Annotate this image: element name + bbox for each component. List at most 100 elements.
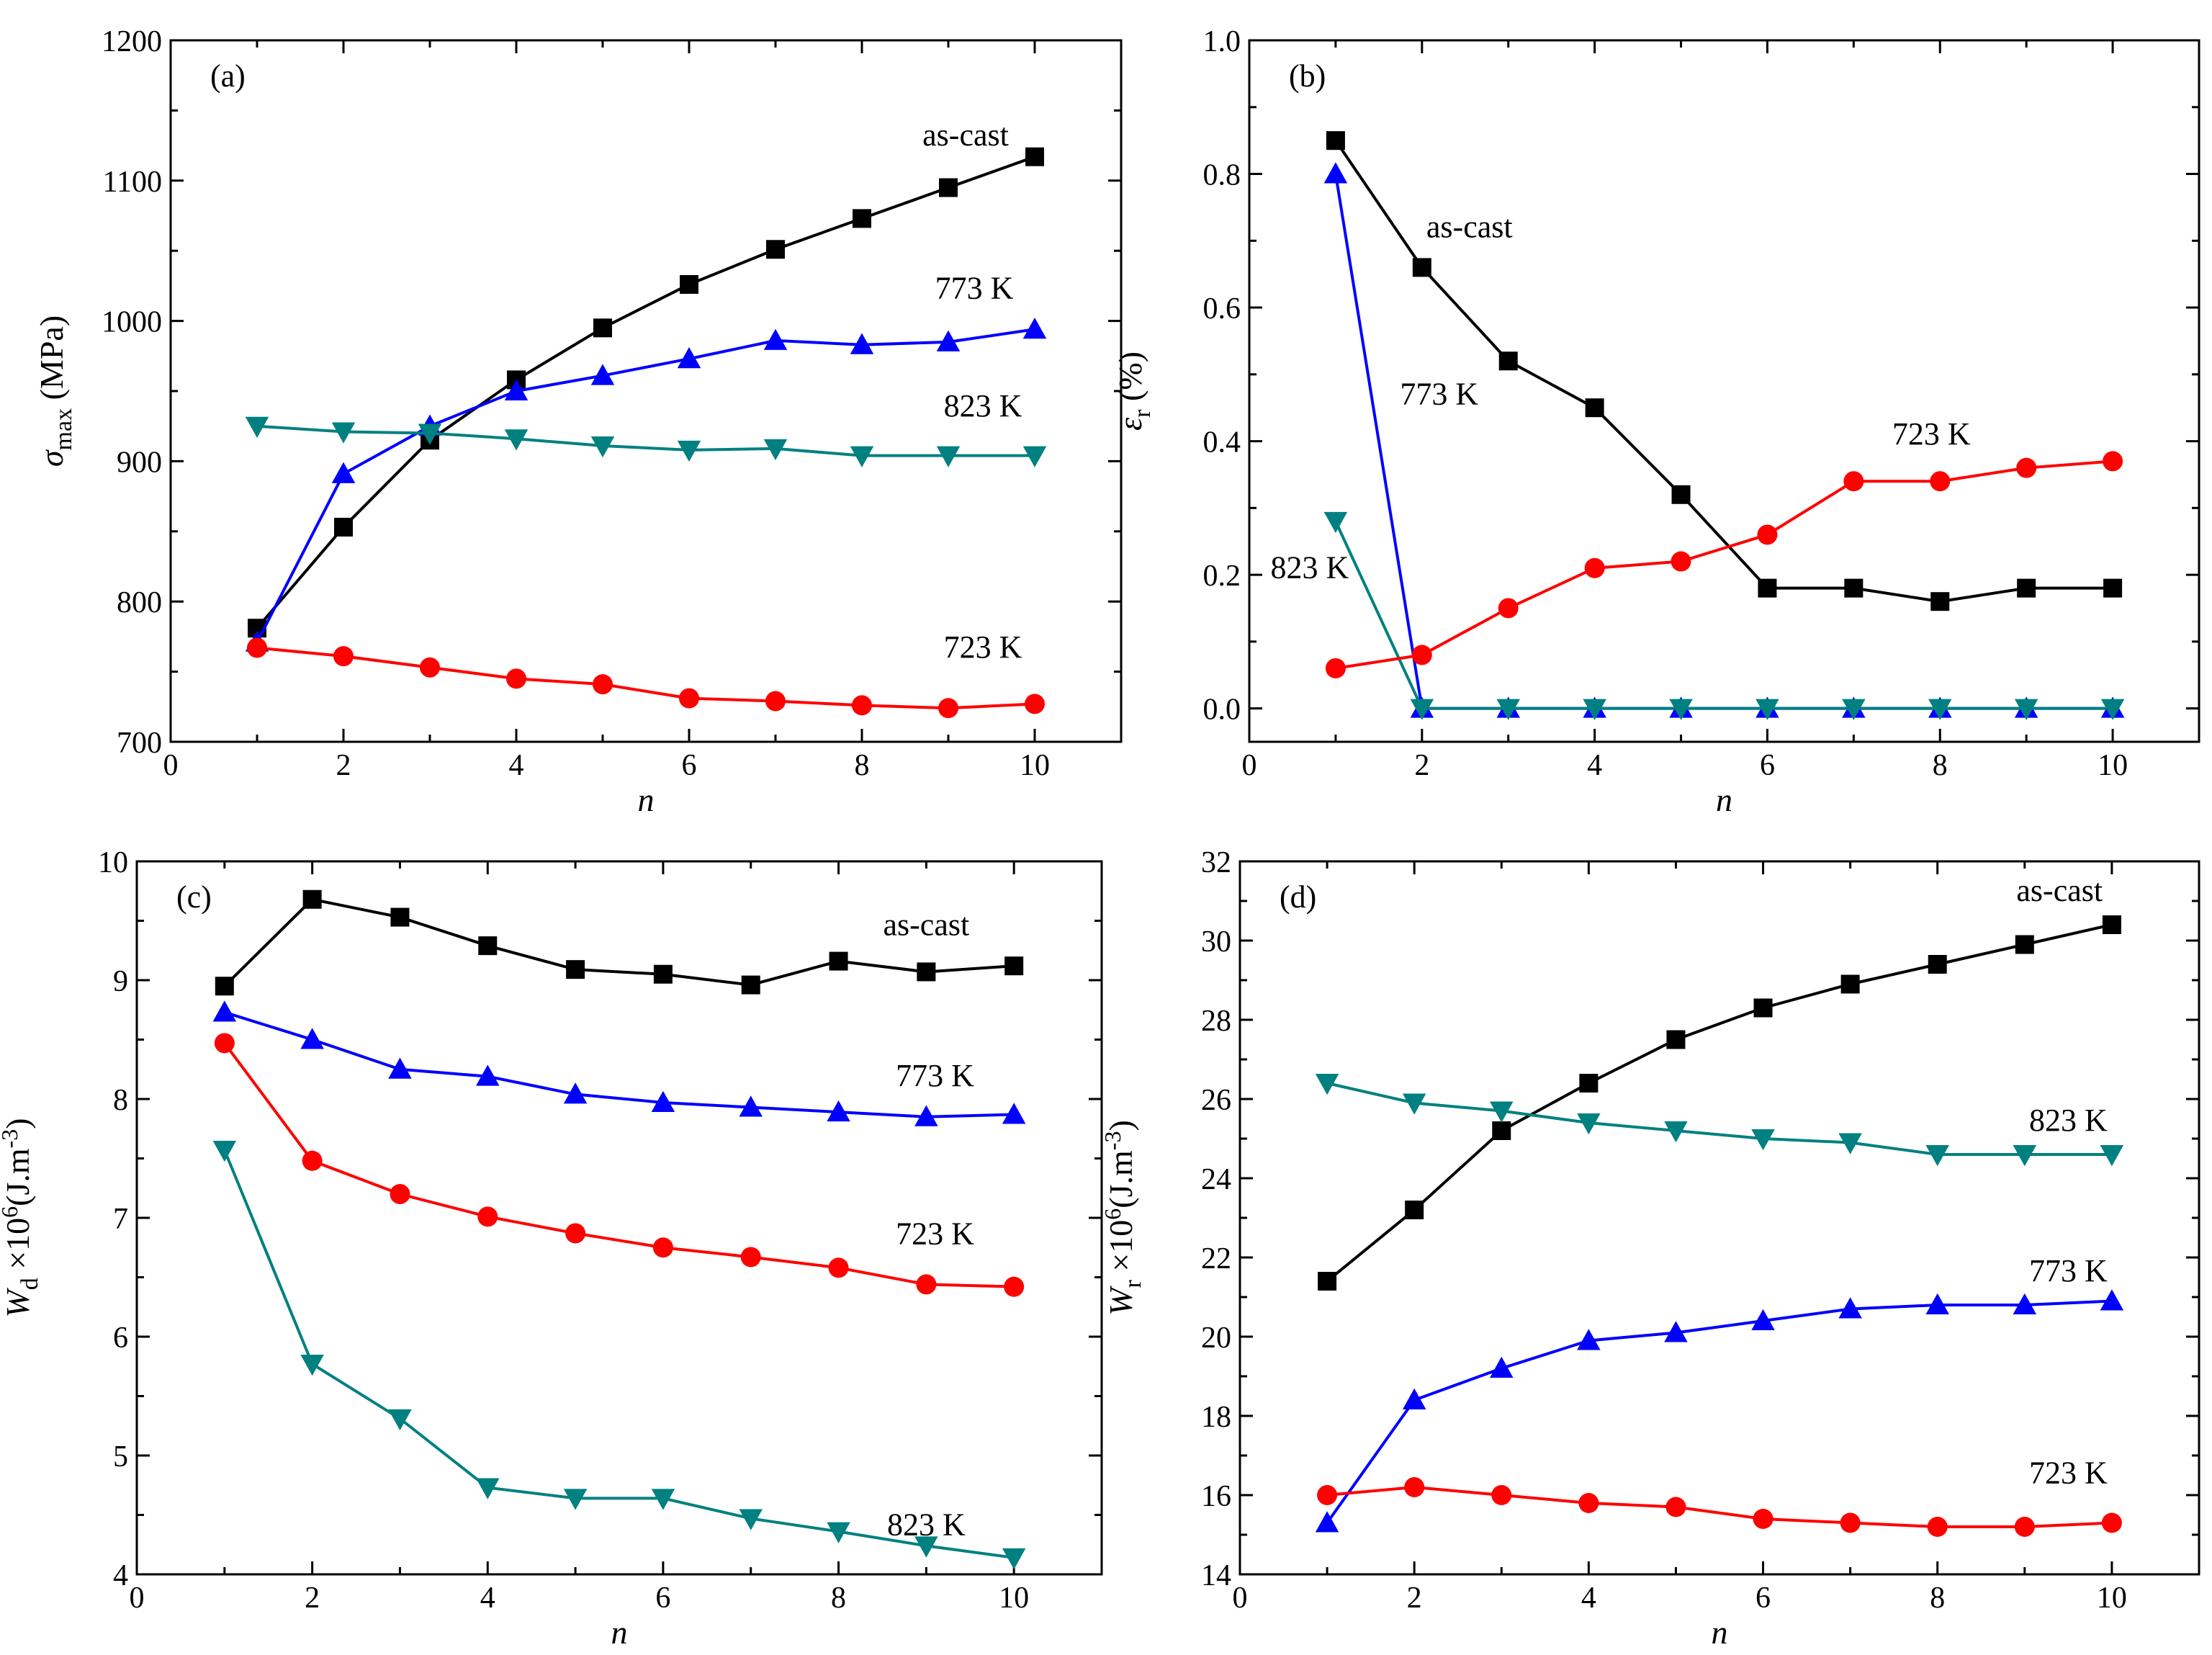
panel-c-series-723-k-point bbox=[565, 1223, 586, 1244]
panel-b-series-723-k-point bbox=[1584, 557, 1605, 578]
panel-c-x-axis-label: n bbox=[611, 1614, 628, 1651]
panel-a-series-773-k-point bbox=[504, 379, 529, 400]
panel-c-y-tick-label: 7 bbox=[113, 1203, 128, 1236]
panel-d-x-tick-label: 8 bbox=[1930, 1582, 1945, 1615]
panel-d-series-773-k-point bbox=[1577, 1329, 1601, 1350]
panel-c-series-723-k-point bbox=[477, 1206, 498, 1227]
panel-d-label: (d) bbox=[1280, 879, 1316, 915]
panel-b-x-axis-label: n bbox=[1716, 781, 1732, 818]
panel-a-series-773-k-point bbox=[1022, 318, 1047, 339]
panel-a-series-823-k: 823 K bbox=[245, 388, 1047, 467]
panel-c-series-723-k: 723 K bbox=[214, 1033, 1025, 1297]
panel-d-series-723-k-point bbox=[1840, 1512, 1861, 1533]
panel-a-series-823-k-point bbox=[677, 440, 701, 462]
panel-c-y-tick-label: 5 bbox=[113, 1440, 128, 1474]
panel-a-series-723-k-point bbox=[506, 668, 526, 689]
panel-b-y-tick-label: 0.2 bbox=[1203, 560, 1241, 593]
panel-d-x-tick-label: 10 bbox=[2097, 1582, 2127, 1615]
panel-d-x-tick-label: 4 bbox=[1581, 1582, 1596, 1615]
panel-c-series-823-k-point bbox=[300, 1354, 324, 1376]
panel-c-x-tick-label: 6 bbox=[655, 1582, 670, 1615]
panel-d-x-tick-label: 0 bbox=[1233, 1582, 1248, 1615]
panel-a-series-823-k-point bbox=[331, 422, 356, 444]
panel-d-series-723-k-point bbox=[2014, 1517, 2035, 1537]
panel-d-series-823-k-point bbox=[1577, 1113, 1601, 1135]
panel-b-series-823-k-annotation: 823 K bbox=[1271, 550, 1349, 586]
panel-c-series-as-cast-point bbox=[653, 964, 673, 984]
panel-c-series-773-k-point bbox=[827, 1100, 850, 1122]
panel-c-series-823-k: 823 K bbox=[212, 1140, 1026, 1570]
panel-a-series-as-cast-point bbox=[334, 517, 353, 537]
panel-a-series-773-k-annotation: 773 K bbox=[935, 270, 1014, 305]
panel-c-y-tick-label: 8 bbox=[113, 1084, 128, 1117]
panel-a-series-773-k-point bbox=[331, 462, 356, 483]
panel-c-series-as-cast-point bbox=[302, 889, 322, 909]
panel-a-series-773-k-line bbox=[256, 328, 1035, 643]
panel-b-label: (b) bbox=[1289, 58, 1326, 94]
panel-a-x-tick-label: 8 bbox=[855, 749, 870, 782]
panel-c-series-823-k-point bbox=[739, 1509, 763, 1530]
panel-b-series-723-k-point bbox=[1671, 551, 1691, 572]
panel-d-series-823-k-point bbox=[1664, 1121, 1688, 1143]
panel-b-series-as-cast-point bbox=[1844, 578, 1863, 598]
panel-b-series-823-k-point bbox=[2100, 699, 2125, 720]
panel-a-y-tick-label: 1200 bbox=[102, 25, 162, 58]
panel-c-series-823-k-point bbox=[563, 1489, 588, 1510]
panel-d-x-axis-label: n bbox=[1712, 1614, 1728, 1651]
panel-d-series-773-k-point bbox=[2013, 1293, 2037, 1314]
panel-c-series-723-k-point bbox=[916, 1274, 937, 1295]
panel-a-series-823-k-point bbox=[590, 436, 615, 458]
panel-c-series-as-cast-line bbox=[223, 897, 1015, 987]
panel-b-series-723-k-point bbox=[2016, 457, 2037, 478]
panel-b-series-as-cast-point bbox=[1498, 351, 1518, 371]
panel-b-series-773-k: 773 K bbox=[1323, 162, 2125, 718]
panel-a-series-773-k-point bbox=[936, 330, 961, 351]
panel-d-y-axis-label: Wr ×106(J.m-3) bbox=[1100, 1120, 1146, 1316]
panel-a-series-823-k-point bbox=[418, 423, 442, 445]
panel-b-series-723-k-line bbox=[1335, 459, 2113, 670]
panel-c-series-as-cast-point bbox=[215, 977, 234, 996]
panel-d-x-tick-label: 6 bbox=[1755, 1582, 1771, 1615]
panel-c-series-773-k-point bbox=[212, 1000, 237, 1022]
panel-d-series-as-cast-point bbox=[1579, 1074, 1599, 1093]
panel-c-series-as-cast-point bbox=[829, 951, 848, 971]
panel-d-series-as-cast-point bbox=[1666, 1030, 1686, 1049]
panel-d-series-723-k-annotation: 723 K bbox=[2029, 1456, 2108, 1491]
panel-d-series-as-cast: as-cast bbox=[1318, 873, 2121, 1291]
panel-d-series-723-k-line bbox=[1326, 1485, 2112, 1528]
panel-a-series-as-cast-point bbox=[766, 240, 785, 259]
panel-d-series-823-k-point bbox=[2013, 1145, 2037, 1167]
panel-b-x-tick-label: 10 bbox=[2098, 749, 2128, 782]
panel-a-y-tick-label: 1000 bbox=[102, 306, 162, 339]
panel-d-y-tick-label: 20 bbox=[1201, 1322, 1231, 1355]
panel-d-y-tick-label: 18 bbox=[1201, 1401, 1231, 1434]
panel-b-series-as-cast-point bbox=[1326, 131, 1345, 151]
panel-d-series-723-k-point bbox=[1927, 1517, 1948, 1537]
panel-d-series-823-k-point bbox=[1315, 1074, 1339, 1095]
panel-c-series-723-k-point bbox=[214, 1033, 235, 1054]
panel-d-y-tick-label: 28 bbox=[1201, 1005, 1231, 1038]
panel-d-series-723-k-point bbox=[1753, 1509, 1773, 1529]
panel-b-series-723-k-point bbox=[1930, 471, 1951, 492]
panel-b-y-tick-label: 0.6 bbox=[1203, 292, 1241, 326]
panel-b-series-as-cast-line bbox=[1334, 140, 2113, 604]
panel-d-series-723-k-point bbox=[1578, 1493, 1599, 1513]
panel-a-series-723-k: 723 K bbox=[247, 629, 1045, 719]
panel-b-series-as-cast-point bbox=[1585, 398, 1604, 418]
panel-c-x-tick-label: 4 bbox=[480, 1582, 495, 1615]
panel-d-series-as-cast-point bbox=[1840, 974, 1860, 994]
panel-c-x-tick-label: 2 bbox=[305, 1582, 320, 1615]
panel-b-series-723-k-point bbox=[1757, 524, 1778, 545]
panel-b-series-823-k-point bbox=[2014, 699, 2038, 720]
panel-c-series-723-k-point bbox=[740, 1247, 761, 1268]
panel-d-series-773-k-point bbox=[1315, 1511, 1339, 1533]
panel-d-series-as-cast-point bbox=[1928, 955, 1947, 974]
panel-a-series-823-k-point bbox=[245, 416, 269, 438]
panel-a-series-as-cast-point bbox=[939, 178, 958, 197]
panel-a-series-723-k-point bbox=[593, 674, 613, 695]
panel-c-x-tick-label: 0 bbox=[130, 1582, 145, 1615]
panel-d-series-773-k-annotation: 773 K bbox=[2029, 1253, 2108, 1288]
panel-a-series-823-k-line bbox=[256, 424, 1035, 457]
panel-c-series-823-k-point bbox=[476, 1478, 500, 1499]
